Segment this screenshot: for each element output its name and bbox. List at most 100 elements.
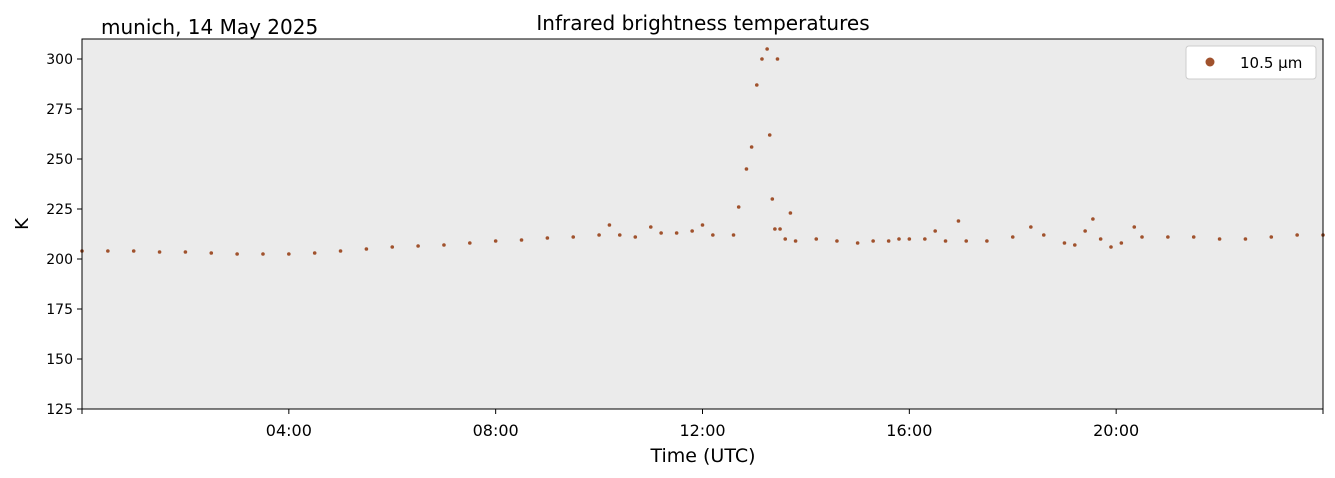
data-point (338, 249, 343, 253)
data-point (897, 237, 901, 241)
data-point (1295, 233, 1299, 237)
data-point (364, 247, 369, 251)
y-axis-label: K (12, 217, 33, 230)
x-axis: 04:00 08:00 12:00 16:00 20:00 (81, 409, 1324, 440)
data-point (131, 249, 136, 253)
data-point (617, 233, 622, 237)
data-point (209, 251, 214, 255)
data-point (886, 239, 891, 243)
data-point (633, 235, 638, 239)
x-tick-label: 12:00 (679, 421, 725, 440)
data-points-layer (80, 47, 1325, 256)
data-point (1010, 235, 1015, 239)
data-point (835, 239, 839, 243)
data-point (778, 227, 782, 231)
y-tick-label: 175 (46, 302, 73, 318)
data-point (1091, 217, 1095, 221)
data-point (390, 245, 395, 249)
data-point (775, 57, 780, 61)
legend-marker (1205, 57, 1215, 67)
data-point (770, 197, 775, 201)
y-tick-label: 300 (46, 52, 73, 68)
y-tick-label: 275 (46, 102, 73, 118)
data-point (1269, 235, 1274, 239)
x-tick-label: 16:00 (886, 421, 932, 440)
data-point (597, 233, 601, 237)
data-point (607, 223, 612, 227)
data-point (736, 205, 741, 209)
data-point (183, 250, 188, 254)
data-point (545, 236, 550, 240)
data-point (731, 233, 736, 237)
data-point (956, 219, 961, 223)
legend-label: 10.5 µm (1240, 54, 1302, 72)
data-point (287, 252, 291, 256)
data-point (749, 145, 754, 149)
x-tick-label: 20:00 (1093, 421, 1139, 440)
data-point (1243, 237, 1248, 241)
data-point (964, 239, 969, 243)
data-point (157, 250, 162, 254)
x-axis-label: Time (UTC) (649, 445, 755, 467)
data-point (788, 211, 793, 215)
y-tick-label: 150 (46, 352, 73, 368)
data-point (493, 239, 498, 243)
y-axis: 125 150 175 200 225 250 275 300 (46, 52, 82, 418)
y-tick-label: 225 (46, 202, 73, 218)
data-point (933, 229, 937, 233)
data-point (519, 238, 524, 242)
data-point (1140, 235, 1144, 239)
data-point (1041, 233, 1046, 237)
y-tick-label: 200 (46, 252, 73, 268)
chart-subtitle: munich, 14 May 2025 (101, 15, 318, 39)
x-tick-label: 04:00 (266, 421, 312, 440)
data-point (1098, 237, 1103, 241)
data-point (106, 249, 110, 253)
data-point (1073, 243, 1077, 247)
data-point (1109, 245, 1113, 249)
data-point (235, 252, 239, 256)
data-point (1166, 235, 1170, 239)
data-point (754, 83, 759, 87)
y-tick-label: 250 (46, 152, 73, 168)
data-point (814, 237, 819, 241)
data-point (700, 223, 705, 227)
data-point (985, 239, 989, 243)
data-point (674, 231, 679, 235)
data-point (1191, 235, 1196, 239)
data-point (1119, 241, 1124, 245)
data-point (744, 167, 749, 171)
data-point (1029, 225, 1033, 229)
data-point (855, 241, 860, 245)
data-point (765, 47, 769, 51)
data-point (1083, 229, 1087, 233)
data-point (468, 241, 472, 245)
data-point (907, 237, 912, 241)
data-point (773, 227, 777, 231)
legend: 10.5 µm (1185, 45, 1317, 80)
data-point (783, 237, 788, 241)
data-point (793, 239, 798, 243)
data-point (312, 251, 317, 255)
data-point (711, 233, 715, 237)
data-point (923, 237, 927, 241)
x-tick-label: 08:00 (473, 421, 519, 440)
data-point (571, 235, 576, 239)
data-point (1062, 241, 1067, 245)
chart-title: Infrared brightness temperatures (536, 11, 869, 35)
data-point (1217, 237, 1222, 241)
data-point (416, 244, 420, 248)
legend-box (1185, 45, 1317, 80)
data-point (648, 225, 653, 229)
data-point (1132, 225, 1137, 229)
data-point (690, 229, 694, 233)
data-point (943, 239, 948, 243)
data-point (261, 252, 265, 256)
data-point (767, 133, 772, 137)
data-point (871, 239, 875, 243)
data-point (442, 243, 446, 247)
data-point (659, 231, 663, 235)
y-tick-label: 125 (46, 402, 73, 418)
data-point (760, 57, 764, 61)
